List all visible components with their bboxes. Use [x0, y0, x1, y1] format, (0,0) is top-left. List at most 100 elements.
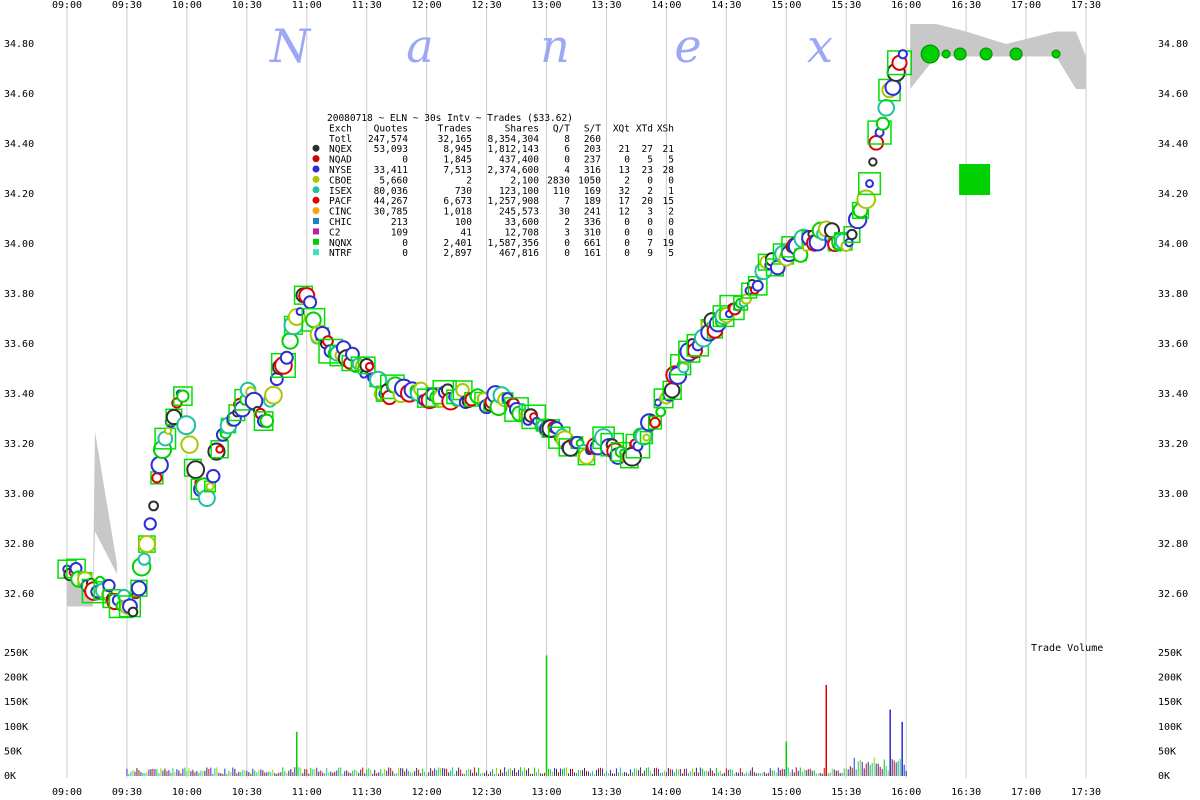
legend-marker [312, 186, 320, 194]
legend-cell: 0 [624, 248, 630, 259]
legend-cell: 4 [564, 165, 570, 176]
legend-cell: 109 [391, 227, 408, 238]
y-tick-label-left: 33.00 [4, 489, 34, 500]
legend-marker [313, 218, 319, 224]
legend-header-cell: XTd [636, 123, 653, 134]
x-tick-label-top: 09:00 [52, 0, 82, 11]
legend-cell: 0 [564, 238, 570, 249]
legend-header-cell: Shares [505, 123, 539, 134]
legend-cell: 13 [619, 165, 630, 176]
legend-cell: 2 [564, 217, 570, 228]
legend-cell: 30 [559, 207, 571, 218]
trade-circle-marker [150, 455, 169, 475]
y-tick-label-left: 34.60 [4, 89, 34, 100]
volume-tick-label-right: 150K [1158, 697, 1182, 708]
legend-cell: 161 [584, 248, 601, 259]
legend-cell: 310 [584, 227, 601, 238]
legend-cell: 213 [391, 217, 408, 228]
legend-cell: 6,673 [443, 196, 472, 207]
post-market-trade [941, 49, 951, 59]
x-tick-label-bottom: 15:30 [831, 787, 861, 798]
legend-title: 20080718 ~ ELN ~ 30s Intv ~ Trades ($33.… [327, 113, 573, 124]
volume-tick-label-right: 0K [1158, 771, 1170, 782]
y-tick-label-right: 33.00 [1158, 489, 1188, 500]
y-tick-label-right: 34.00 [1158, 239, 1188, 250]
legend-cell: NTRF [329, 248, 352, 259]
legend-cell: 247,574 [368, 134, 408, 145]
volume-tick-label-right: 50K [1158, 746, 1176, 757]
volume-tick-label-left: 200K [4, 673, 28, 684]
legend-cell: 0 [647, 175, 653, 186]
legend-cell: 27 [642, 144, 653, 155]
legend-cell: 2 [647, 186, 653, 197]
y-tick-label-right: 33.40 [1158, 389, 1188, 400]
volume-tick-label-right: 250K [1158, 648, 1182, 659]
legend-cell: 3 [647, 207, 653, 218]
y-tick-label-right: 34.80 [1158, 39, 1188, 50]
trade-box-marker [719, 294, 745, 321]
legend-cell: 661 [584, 238, 601, 249]
legend-cell: 1 [668, 186, 674, 197]
extended-hours-band [67, 24, 1086, 607]
legend-marker [313, 228, 319, 235]
x-tick-label-bottom: 09:00 [52, 787, 82, 798]
trade-circle-marker [163, 426, 173, 435]
legend-cell: 123,100 [499, 186, 539, 197]
legend-cell: 336 [584, 217, 601, 228]
legend-cell: 0 [564, 155, 570, 166]
legend-cell: NQEX [329, 144, 352, 155]
y-tick-label-left: 33.60 [4, 339, 34, 350]
trade-circle-marker [865, 179, 874, 189]
legend-cell: Totl [329, 134, 352, 145]
legend-cell: 1,257,908 [488, 196, 540, 207]
exchange-legend: 20080718 ~ ELN ~ 30s Intv ~ Trades ($33.… [312, 113, 675, 259]
y-tick-label-left: 33.80 [4, 289, 34, 300]
legend-cell: 0 [624, 227, 630, 238]
legend-cell: 437,400 [499, 155, 539, 166]
legend-cell: 19 [663, 238, 675, 249]
trade-circle-marker [897, 49, 908, 60]
price-trade-markers [57, 49, 913, 619]
y-tick-label-right: 33.80 [1158, 289, 1188, 300]
legend-cell: 80,036 [374, 186, 409, 197]
trade-volume-panel [126, 655, 907, 776]
x-tick-label-bottom: 13:30 [591, 787, 621, 798]
y-tick-label-left: 33.20 [4, 439, 34, 450]
legend-cell: PACF [329, 196, 352, 207]
trade-box-marker [118, 595, 142, 618]
legend-cell: 20 [642, 196, 654, 207]
volume-tick-label-left: 250K [4, 648, 28, 659]
x-tick-label-top: 16:30 [951, 0, 981, 11]
x-tick-label-bottom: 14:00 [651, 787, 681, 798]
extended-hours-band-pre_market [67, 431, 117, 607]
legend-cell: 17 [619, 196, 630, 207]
x-tick-label-bottom: 12:00 [412, 787, 442, 798]
volume-tick-label-left: 100K [4, 722, 28, 733]
legend-marker [312, 165, 320, 173]
post-market-trade [979, 47, 993, 61]
legend-cell: CHIC [329, 217, 352, 228]
legend-cell: C2 [329, 227, 340, 238]
legend-cell: 0 [624, 155, 630, 166]
legend-cell: 12,708 [505, 227, 540, 238]
legend-cell: CINC [329, 207, 352, 218]
x-tick-label-bottom: 11:30 [352, 787, 382, 798]
trade-circle-marker [176, 415, 197, 436]
legend-cell: 9 [647, 248, 653, 259]
legend-cell: 2 [624, 175, 630, 186]
watermark-letter: e [674, 19, 701, 73]
volume-tick-label-right: 200K [1158, 673, 1182, 684]
x-tick-label-top: 17:30 [1071, 0, 1101, 11]
x-tick-label-top: 11:30 [352, 0, 382, 11]
legend-cell: 6 [564, 144, 570, 155]
trade-circle-marker [281, 332, 299, 350]
legend-cell: 0 [647, 227, 653, 238]
legend-cell: 1,018 [443, 207, 472, 218]
legend-cell: 21 [619, 144, 631, 155]
legend-cell: 245,573 [499, 207, 539, 218]
trade-circle-marker [868, 157, 878, 167]
x-tick-label-top: 12:00 [412, 0, 442, 11]
y-tick-label-left: 34.40 [4, 139, 34, 150]
legend-header-cell: Quotes [374, 123, 408, 134]
